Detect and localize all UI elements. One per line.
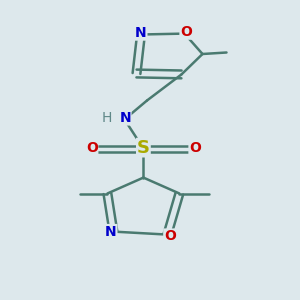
Text: H: H	[101, 111, 112, 125]
Text: O: O	[180, 25, 192, 39]
Text: O: O	[86, 142, 98, 155]
Text: O: O	[164, 229, 176, 243]
Text: N: N	[119, 111, 131, 125]
Text: S: S	[137, 139, 150, 157]
Text: N: N	[105, 225, 117, 238]
Text: O: O	[189, 142, 201, 155]
Text: N: N	[135, 26, 147, 40]
